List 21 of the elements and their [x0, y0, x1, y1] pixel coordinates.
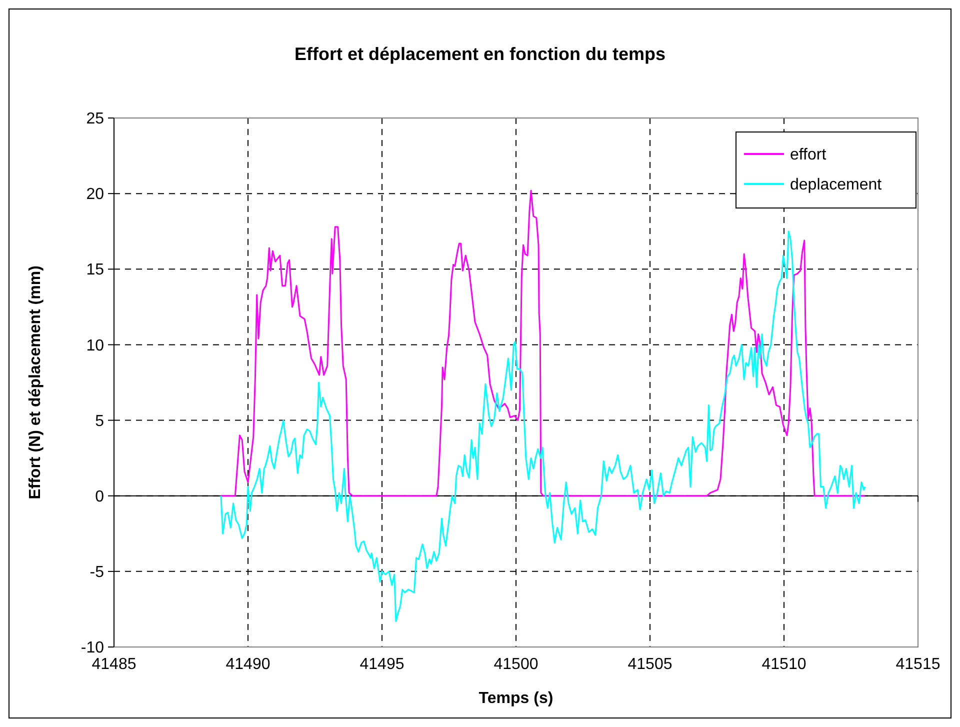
legend-label: effort — [790, 146, 827, 164]
y-tick-label: 25 — [86, 110, 104, 128]
x-tick-label: 41485 — [92, 656, 136, 673]
x-tick-label: 41510 — [762, 656, 806, 673]
x-tick-label: 41515 — [896, 656, 940, 673]
y-tick-label: 10 — [86, 337, 104, 354]
y-tick-label: 5 — [95, 412, 104, 430]
x-axis-title: Temps (s) — [478, 690, 554, 707]
x-tick-label: 41495 — [360, 656, 404, 673]
x-tick-label: 41500 — [494, 656, 538, 673]
chart-title: Effort et déplacement en fonction du temps — [294, 44, 666, 64]
y-tick-label: 15 — [86, 262, 104, 279]
y-axis-title: Effort (N) et déplacement (mm) — [27, 266, 44, 500]
y-tick-label: 20 — [86, 186, 104, 204]
y-tick-label: 0 — [95, 488, 104, 506]
y-tick-label: -5 — [90, 564, 104, 582]
x-tick-label: 41490 — [226, 656, 270, 673]
x-tick-label: 41505 — [628, 656, 672, 673]
line-series — [220, 230, 866, 622]
y-tick-label: -10 — [80, 640, 104, 657]
legend-label: deplacement — [790, 176, 882, 194]
